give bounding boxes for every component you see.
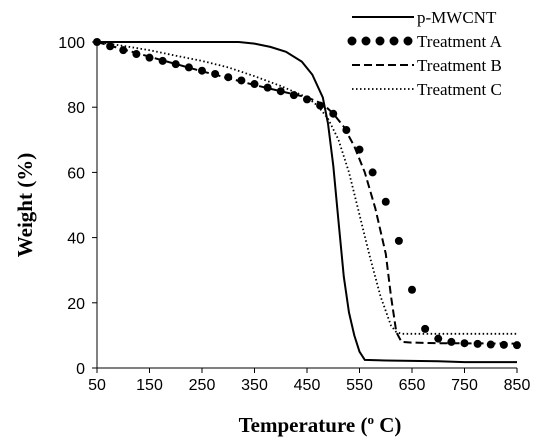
series-treatment-b-line — [96, 41, 518, 345]
data-point — [211, 69, 220, 78]
series-lines — [93, 38, 521, 364]
x-tick-label: 50 — [88, 377, 106, 394]
x-axis-title: Temperature (o C) — [239, 412, 402, 437]
tick-labels: 0 20 40 60 80 100 50 150 250 350 450 550 650 750 850 — [58, 35, 530, 394]
data-point — [434, 334, 443, 343]
data-point — [276, 87, 285, 96]
y-tick-label: 20 — [67, 296, 85, 313]
legend: p-MWCNT Treatment A Treatment B Treatment C — [347, 8, 503, 99]
legend-item: Treatment C — [352, 80, 502, 99]
data-point — [408, 285, 416, 294]
data-point — [381, 197, 390, 206]
series-treatment-c-line — [96, 41, 517, 335]
data-point — [289, 91, 298, 100]
series-p-mwcnt-line — [97, 41, 517, 364]
data-point — [486, 340, 495, 349]
data-point — [106, 42, 115, 51]
series-treatment-a — [93, 38, 521, 350]
y-tick-label: 60 — [67, 165, 85, 182]
y-axis-title: Weight (%) — [13, 153, 37, 257]
data-point — [460, 339, 469, 348]
data-point — [263, 83, 272, 92]
data-point — [171, 60, 180, 69]
data-point — [132, 50, 141, 59]
data-point — [394, 236, 403, 245]
data-point — [184, 63, 193, 72]
y-tick-label: 0 — [76, 361, 85, 378]
data-point — [237, 76, 246, 85]
data-point — [198, 66, 206, 75]
x-axis-title-suffix: C) — [374, 413, 401, 437]
x-tick-label: 150 — [136, 377, 163, 394]
legend-item: Treatment A — [347, 32, 503, 51]
legend-label: Treatment B — [417, 56, 502, 75]
data-point — [119, 46, 128, 55]
x-tick-label: 650 — [399, 377, 426, 394]
x-tick-label: 850 — [504, 377, 531, 394]
y-tick-label: 40 — [67, 231, 85, 248]
data-point — [250, 80, 259, 89]
data-point — [368, 168, 377, 177]
x-tick-label: 450 — [294, 377, 321, 394]
data-point — [93, 38, 101, 46]
legend-item: p-MWCNT — [352, 8, 497, 27]
x-tick-label: 350 — [241, 377, 268, 394]
data-point — [342, 126, 351, 135]
data-point — [303, 95, 311, 104]
x-axis-title-main: Temperature ( — [239, 413, 368, 437]
data-point — [316, 101, 325, 110]
data-point — [145, 53, 154, 62]
data-point — [329, 109, 338, 118]
data-point — [513, 341, 521, 350]
y-tick-label: 80 — [67, 100, 85, 117]
data-point — [224, 73, 233, 82]
x-axis-title-superscript: o — [367, 412, 374, 427]
legend-label: p-MWCNT — [417, 8, 497, 27]
axes — [92, 41, 518, 373]
legend-item: Treatment B — [352, 56, 502, 75]
data-point — [355, 145, 364, 154]
y-tick-label: 100 — [58, 35, 85, 52]
data-point — [447, 337, 456, 346]
x-tick-label: 750 — [451, 377, 478, 394]
data-point — [473, 339, 482, 348]
x-tick-label: 250 — [189, 377, 216, 394]
legend-label: Treatment C — [417, 80, 502, 99]
data-point — [499, 340, 508, 349]
legend-label: Treatment A — [417, 32, 503, 51]
data-point — [158, 56, 167, 65]
data-point — [421, 324, 430, 333]
x-tick-label: 550 — [346, 377, 373, 394]
